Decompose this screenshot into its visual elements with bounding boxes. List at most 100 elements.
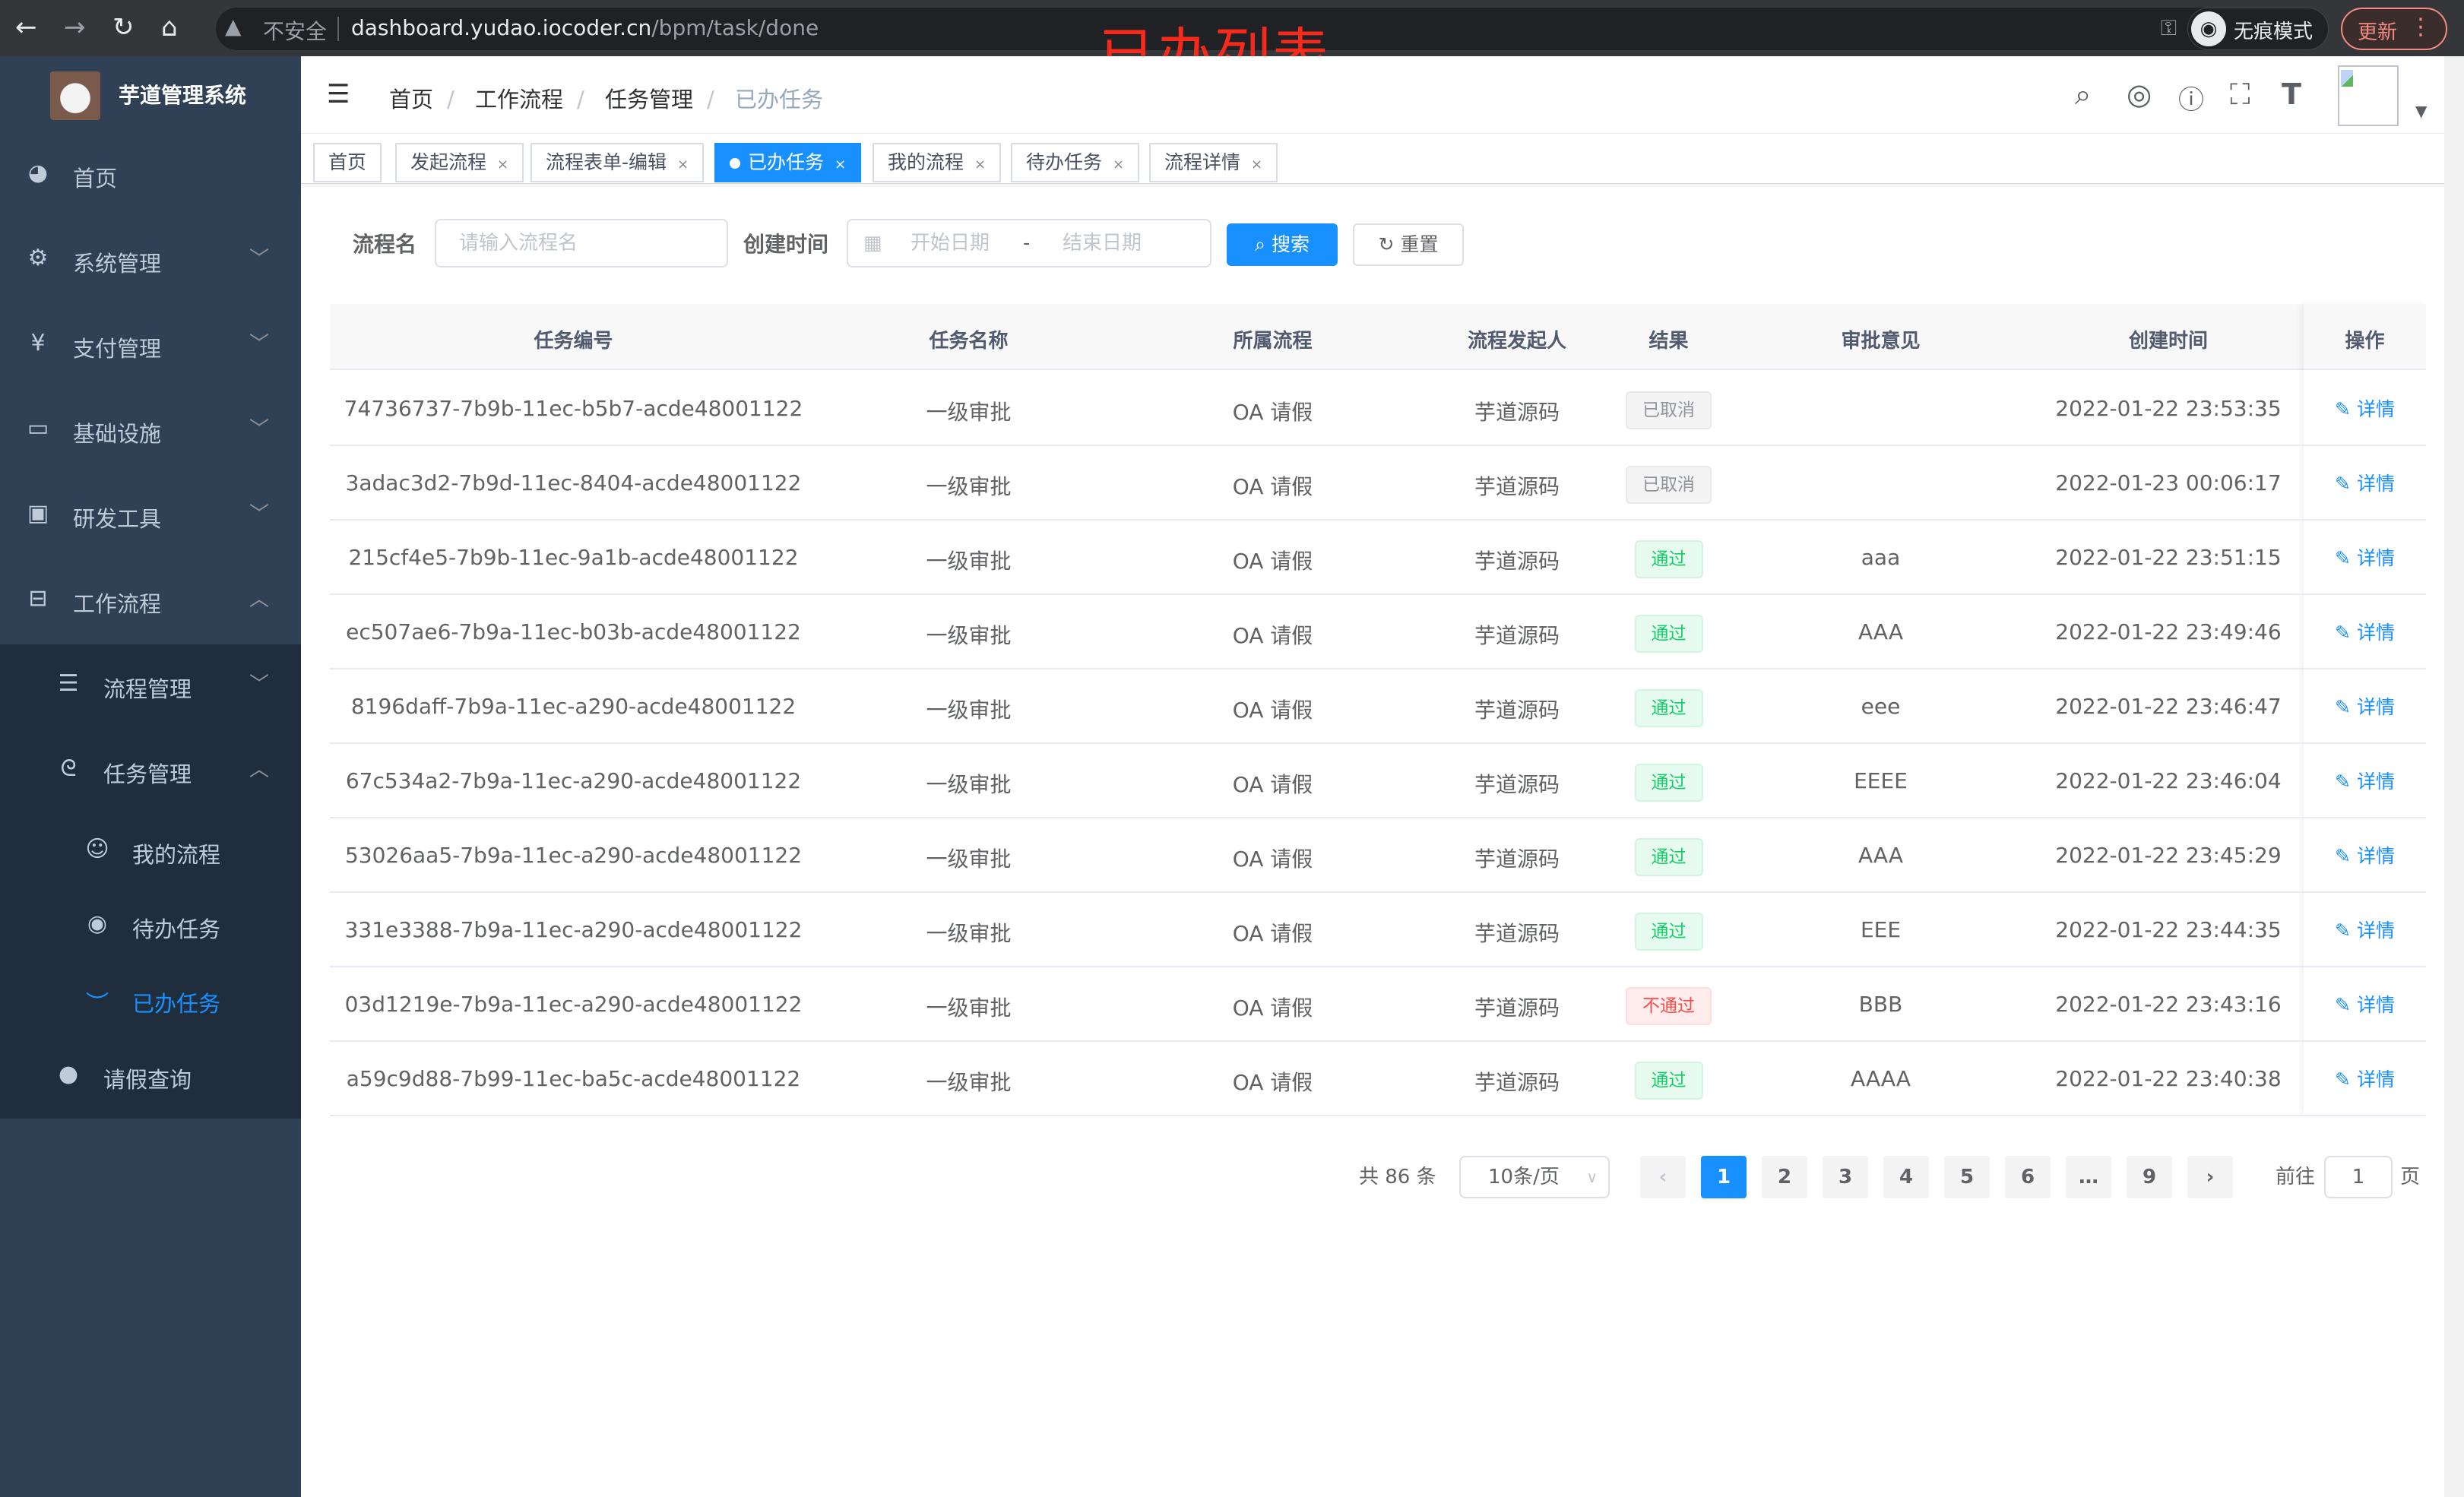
cell-text: 一级审批 [926,549,1012,574]
page-button[interactable]: 1 [1701,1156,1747,1198]
page-scrollbar[interactable] [2444,56,2464,1497]
search-button-label: 搜索 [1271,233,1310,255]
tab-item[interactable]: 流程表单-编辑 × [530,143,705,182]
sidebar-item[interactable]: ◉ 待办任务 [0,883,301,968]
reset-button[interactable]: ↻ 重置 [1353,223,1464,266]
detail-link[interactable]: ✎ 详情 [2335,919,2395,942]
page-button[interactable]: 3 [1823,1156,1868,1198]
fullscreen-icon[interactable]: ⛶ [2230,78,2250,111]
logo[interactable]: 芋道管理系统 [0,56,301,132]
sidebar-item[interactable]: ⊟ 工作流程 ︿ [0,558,301,643]
sidebar-item[interactable]: ¥ 支付管理 ﹀ [0,302,301,388]
github-icon[interactable]: ◎ [2127,78,2152,111]
detail-link[interactable]: ✎ 详情 [2335,771,2395,793]
detail-link[interactable]: ✎ 详情 [2335,696,2395,718]
process-name-input[interactable]: 请输入流程名 [435,219,728,267]
detail-link[interactable]: ✎ 详情 [2335,547,2395,569]
end-date-input[interactable]: 结束日期 [1063,232,1142,255]
tab-item[interactable]: 待办任务 × [1011,143,1140,182]
page-button[interactable]: 2 [1762,1156,1807,1198]
help-icon[interactable]: ⓘ [2178,85,2204,116]
page-button[interactable]: 6 [2005,1156,2051,1198]
cell-text: EEEE [1854,768,1908,793]
table-row: 53026aa5-7b9a-11ec-a290-acde48001122 一级审批… [330,818,2426,893]
forward-icon[interactable]: → [64,12,86,43]
start-date-input[interactable]: 开始日期 [911,232,990,255]
home-icon[interactable]: ⌂ [161,12,178,43]
table-row: a59c9d88-7b99-11ec-ba5c-acde48001122 一级审批… [330,1042,2426,1116]
sidebar-item[interactable]: ᘓ 任务管理 ︿ [0,728,301,813]
search-button[interactable]: ⌕ 搜索 [1227,223,1338,266]
detail-link[interactable]: ✎ 详情 [2335,398,2395,420]
incognito-badge[interactable]: ◉ 无痕模式 [2187,8,2329,50]
page-button[interactable]: 9 [2127,1156,2172,1198]
sidebar-item[interactable]: ☺ 我的流程 [0,809,301,894]
sidebar-item[interactable]: ☰ 流程管理 ﹀ [0,643,301,728]
divider [337,17,339,41]
tab-item[interactable]: 我的流程 × [873,143,1002,182]
tab-active[interactable]: 已办任务 × [714,143,862,182]
cell-text: 一级审批 [926,698,1012,723]
detail-link[interactable]: ✎ 详情 [2335,994,2395,1016]
key-icon[interactable]: ⚿ [2160,15,2177,40]
detail-link[interactable]: ✎ 详情 [2335,1068,2395,1090]
cell-process: OA 请假 [1120,768,1425,799]
breadcrumb-item[interactable]: 工作流程 [475,87,564,112]
page-size-select[interactable]: 10条/页 ∨ [1459,1156,1610,1198]
sidebar-item[interactable]: ● 请假查询 [0,1033,301,1119]
sidebar-item[interactable]: ◕ 首页 [0,132,301,217]
table-row: 03d1219e-7b9a-11ec-a290-acde48001122 一级审批… [330,967,2426,1042]
page-size-value: 10条/页 [1488,1166,1560,1188]
search-icon[interactable]: ⌕ [2075,78,2092,111]
edit-icon: ✎ [2335,473,2357,495]
sidebar-item[interactable]: ▣ 研发工具 ﹀ [0,473,301,558]
column-header: 结果 [1648,330,1689,353]
cell-text: 芋道源码 [1474,772,1560,797]
breadcrumb-item[interactable]: 任务管理 [605,87,694,112]
page-button[interactable]: 4 [1883,1156,1929,1198]
sidebar-item[interactable]: ▭ 基础设施 ﹀ [0,388,301,473]
close-icon[interactable]: × [1113,157,1125,172]
detail-link[interactable]: ✎ 详情 [2335,622,2395,644]
cell-text: 一级审批 [926,847,1012,872]
cell-comment: AAA [1728,619,2033,644]
tab-item[interactable]: 流程详情 × [1149,143,1278,182]
cell-action: ✎ 详情 [2304,469,2426,496]
update-button[interactable]: 更新 ⋮ [2341,8,2447,50]
address-bar[interactable]: ▲ 不安全 dashboard.yudao.iocoder.cn/bpm/tas… [216,8,2260,50]
sidebar-item[interactable]: ︶ 已办任务 [0,957,301,1043]
cell-name: 一级审批 [817,619,1120,650]
next-page-button[interactable]: › [2187,1156,2233,1198]
goto-page-input[interactable]: 1 [2324,1156,2393,1198]
detail-label: 详情 [2356,994,2395,1016]
avatar[interactable] [2338,65,2399,126]
cell-text: 53026aa5-7b9a-11ec-a290-acde48001122 [344,843,803,868]
tab-item[interactable]: 首页 [313,143,382,182]
sidebar-item[interactable]: ⚙ 系统管理 ﹀ [0,217,301,302]
detail-label: 详情 [2356,696,2395,718]
close-icon[interactable]: × [677,157,689,172]
cell-name: 一级审批 [817,992,1120,1022]
date-range-picker[interactable]: ▦ 开始日期 - 结束日期 [847,219,1211,267]
close-icon[interactable]: × [835,157,847,172]
detail-link[interactable]: ✎ 详情 [2335,473,2395,495]
prev-page-button[interactable]: ‹ [1640,1156,1686,1198]
sidebar-item-label: 首页 [73,166,118,191]
close-icon[interactable]: × [974,157,987,172]
reload-icon[interactable]: ↻ [112,12,135,43]
sidebar-item-label: 系统管理 [73,251,162,277]
breadcrumb-item[interactable]: 首页 [389,87,434,112]
url-text[interactable]: dashboard.yudao.iocoder.cn/bpm/task/done [351,15,819,40]
cell-text: 一级审批 [926,772,1012,797]
back-icon[interactable]: ← [15,12,37,43]
page-more[interactable]: … [2066,1156,2111,1198]
detail-link[interactable]: ✎ 详情 [2335,845,2395,867]
tab-item[interactable]: 发起流程 × [395,143,524,182]
page-button[interactable]: 5 [1944,1156,1990,1198]
close-icon[interactable]: × [1251,157,1263,172]
close-icon[interactable]: × [497,157,509,172]
hamburger-icon[interactable]: ☰ [327,79,350,109]
font-size-icon[interactable]: T [2282,78,2301,111]
caret-down-icon[interactable]: ▼ [2415,102,2428,120]
process-name-label: 流程名 [353,232,417,257]
